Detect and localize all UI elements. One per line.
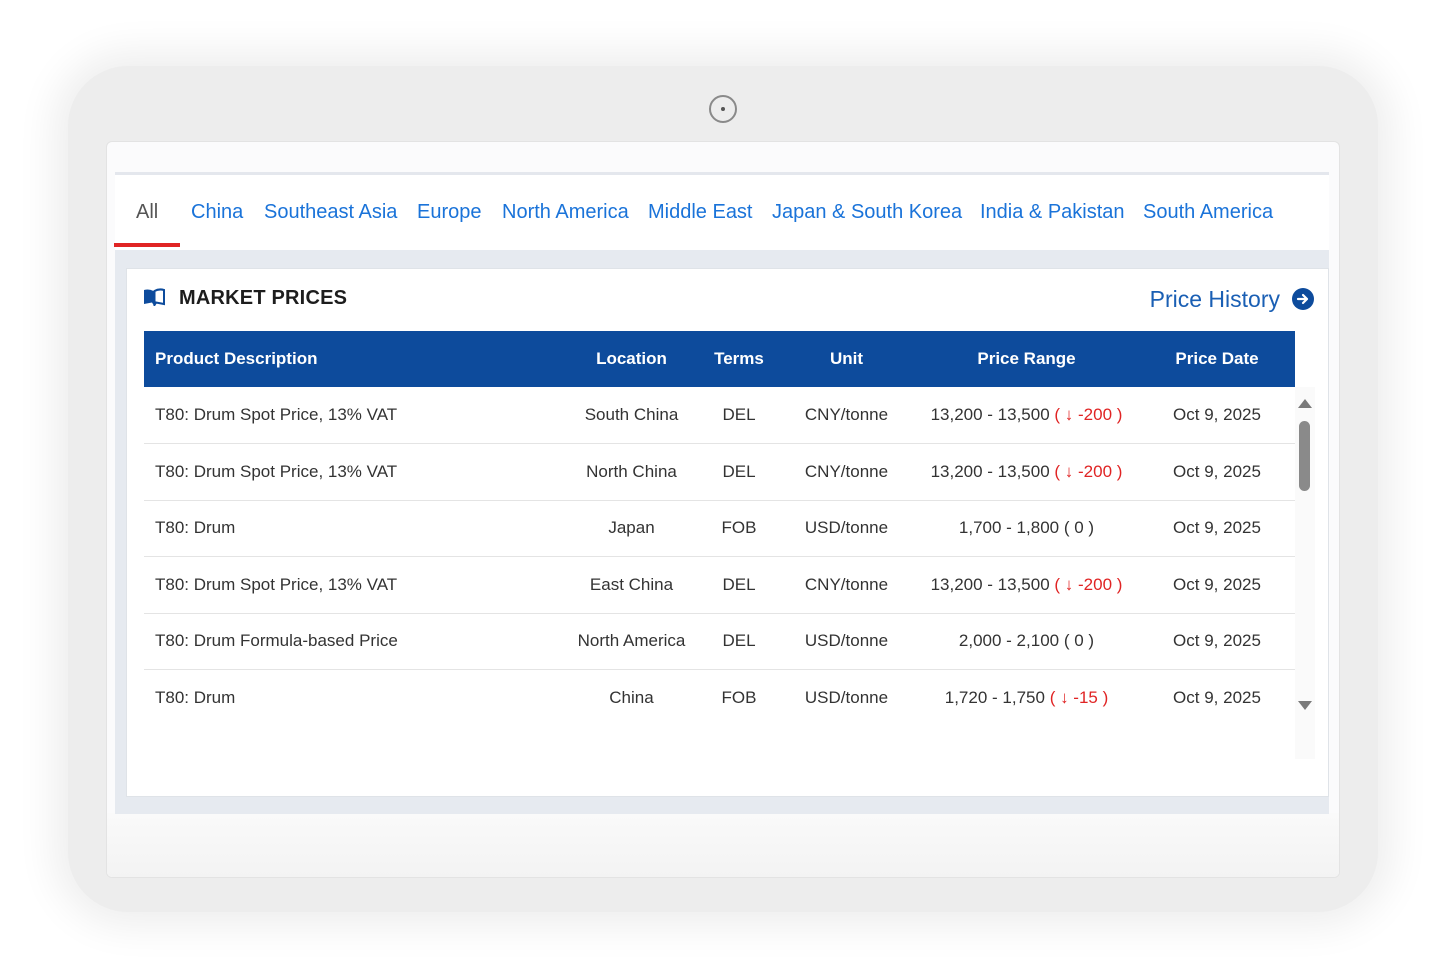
price-date-cell: Oct 9, 2025 xyxy=(1173,405,1261,424)
scroll-up-arrow-icon[interactable] xyxy=(1298,399,1312,408)
price-range-cell: 13,200 - 13,500 ( ↓ -200 ) xyxy=(914,557,1139,614)
price-range-cell: 13,200 - 13,500 ( ↓ -200 ) xyxy=(914,444,1139,501)
price-change: ( ↓ -200 ) xyxy=(1054,574,1123,594)
price-range-cell: 2,000 - 2,100 ( 0 ) xyxy=(914,613,1139,670)
location-cell: North China xyxy=(586,461,677,481)
price-date-cell: Oct 9, 2025 xyxy=(1173,574,1261,594)
price-change: ( 0 ) xyxy=(1063,631,1095,651)
price-range-cell: 1,700 - 1,800 ( 0 ) xyxy=(914,500,1139,557)
column-header-terms[interactable]: Terms xyxy=(714,349,764,368)
tab-southeast-asia[interactable]: Southeast Asia xyxy=(264,201,398,223)
terms-cell: DEL xyxy=(722,631,756,651)
unit-cell: CNY/tonne xyxy=(804,574,889,594)
scroll-down-arrow-icon[interactable] xyxy=(1298,701,1312,710)
location-cell: East China xyxy=(589,574,674,594)
price-change: ( ↓ -200 ) xyxy=(1054,405,1123,424)
product-cell: T80: Drum Spot Price, 13% VAT xyxy=(155,461,398,481)
table-row[interactable]: T80: Drum Spot Price, 13% VAT East China… xyxy=(144,557,1295,614)
tab-north-america[interactable]: North America xyxy=(502,201,629,223)
price-range-cell: 1,720 - 1,750 ( ↓ -15 ) xyxy=(914,670,1139,727)
product-cell: T80: Drum Formula-based Price xyxy=(155,631,398,651)
tab-all[interactable]: All xyxy=(113,175,181,247)
location-cell: Japan xyxy=(608,518,655,538)
price-change: ( ↓ -15 ) xyxy=(1049,688,1109,707)
terms-cell: FOB xyxy=(721,688,757,707)
price-change: ( ↓ -200 ) xyxy=(1054,461,1123,481)
price-date-cell: Oct 9, 2025 xyxy=(1173,688,1261,707)
product-cell: T80: Drum Spot Price, 13% VAT xyxy=(155,574,398,594)
column-header-location[interactable]: Location xyxy=(596,349,667,368)
price-date-cell: Oct 9, 2025 xyxy=(1173,461,1261,481)
table-row[interactable]: T80: Drum Formula-based Price North Amer… xyxy=(144,613,1295,670)
price-range-value: 13,200 - 13,500 xyxy=(930,574,1050,594)
table-row[interactable]: T80: Drum Spot Price, 13% VAT South Chin… xyxy=(144,387,1295,444)
product-cell: T80: Drum Spot Price, 13% VAT xyxy=(155,405,398,424)
scroll-thumb[interactable] xyxy=(1299,421,1310,491)
column-header-unit[interactable]: Unit xyxy=(829,349,864,368)
price-range-value: 1,720 - 1,750 xyxy=(944,688,1045,707)
unit-cell: USD/tonne xyxy=(804,518,889,538)
price-range-value: 13,200 - 13,500 xyxy=(930,405,1050,424)
price-date-cell: Oct 9, 2025 xyxy=(1173,631,1261,651)
market-prices-panel: MARKET PRICES Price History Product Desc… xyxy=(126,268,1329,797)
price-history-link[interactable]: Price History xyxy=(1149,286,1280,312)
tab-south-america[interactable]: South America xyxy=(1143,201,1274,223)
unit-cell: CNY/tonne xyxy=(804,461,889,481)
table-scrollbar[interactable] xyxy=(1295,387,1315,759)
screen: All China Southeast Asia Europe North Am… xyxy=(106,141,1340,878)
terms-cell: DEL xyxy=(722,461,756,481)
price-range-value: 2,000 - 2,100 xyxy=(958,631,1060,651)
unit-cell: USD/tonne xyxy=(804,631,889,651)
arrow-right-circle-icon[interactable] xyxy=(1292,288,1314,310)
tab-japan-south-korea[interactable]: Japan & South Korea xyxy=(772,201,963,223)
book-open-icon xyxy=(144,288,165,306)
tab-india-pakistan[interactable]: India & Pakistan xyxy=(980,201,1125,223)
location-cell: South China xyxy=(584,405,679,424)
product-cell: T80: Drum xyxy=(155,688,236,707)
tab-middle-east[interactable]: Middle East xyxy=(648,201,753,223)
price-range-value: 1,700 - 1,800 xyxy=(958,518,1060,538)
camera-icon xyxy=(709,95,737,123)
location-cell: China xyxy=(609,688,654,707)
table-row[interactable]: T80: Drum Spot Price, 13% VAT North Chin… xyxy=(144,444,1295,501)
terms-cell: FOB xyxy=(721,518,757,538)
unit-cell: CNY/tonne xyxy=(804,405,889,424)
table-row[interactable]: T80: Drum China FOB USD/tonne 1,720 - 1,… xyxy=(144,670,1295,727)
table-header-row: Product Description Location Terms Unit … xyxy=(144,331,1295,387)
price-range-cell: 13,200 - 13,500 ( ↓ -200 ) xyxy=(914,387,1139,444)
prices-table: Product Description Location Terms Unit … xyxy=(144,331,1295,726)
terms-cell: DEL xyxy=(722,574,756,594)
price-change: ( 0 ) xyxy=(1063,518,1095,538)
product-cell: T80: Drum xyxy=(155,518,236,538)
column-header-price-range[interactable]: Price Range xyxy=(977,349,1076,368)
region-tabs: All China Southeast Asia Europe North Am… xyxy=(113,172,1329,250)
unit-cell: USD/tonne xyxy=(804,688,889,707)
panel-title: MARKET PRICES xyxy=(179,287,348,309)
terms-cell: DEL xyxy=(722,405,756,424)
tab-china[interactable]: China xyxy=(191,201,244,223)
table-row[interactable]: T80: Drum Japan FOB USD/tonne 1,700 - 1,… xyxy=(144,500,1295,557)
column-header-price-date[interactable]: Price Date xyxy=(1175,349,1259,368)
location-cell: North America xyxy=(577,631,686,651)
column-header-product[interactable]: Product Description xyxy=(155,349,318,368)
tab-europe[interactable]: Europe xyxy=(417,201,482,223)
price-range-value: 13,200 - 13,500 xyxy=(930,461,1050,481)
price-date-cell: Oct 9, 2025 xyxy=(1173,518,1261,538)
